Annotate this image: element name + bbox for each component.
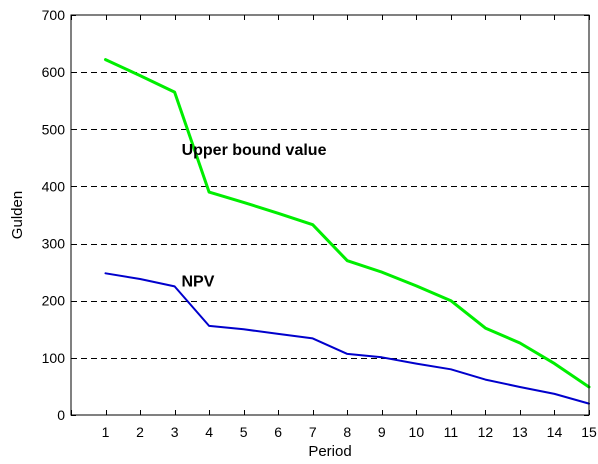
x-tick-label: 11 xyxy=(444,424,459,440)
plot-frame xyxy=(70,14,590,416)
x-tick-label: 12 xyxy=(478,424,494,440)
x-tick-label: 4 xyxy=(205,424,213,440)
series-line-upper-bound-value xyxy=(104,58,591,389)
series-lines xyxy=(104,58,591,405)
y-axis-ticks: 0 100 200 300 400 500 600 700 xyxy=(42,7,589,423)
x-tick-label: 9 xyxy=(378,424,386,440)
x-axis-ticks: 1 2 3 4 5 6 7 8 9 10 11 12 13 14 15 xyxy=(71,15,597,440)
series-annotations: Upper bound value NPV xyxy=(182,142,327,290)
series-annotation-npv: NPV xyxy=(182,273,215,290)
grid-lines xyxy=(71,72,589,359)
x-tick-label: 13 xyxy=(512,424,528,440)
y-tick-label: 600 xyxy=(42,64,66,80)
y-tick-label: 500 xyxy=(42,121,66,137)
x-tick-label: 5 xyxy=(240,424,248,440)
x-tick-label: 8 xyxy=(343,424,351,440)
x-tick-label: 14 xyxy=(547,424,563,440)
y-tick-label: 700 xyxy=(42,7,66,23)
x-tick-label: 7 xyxy=(309,424,317,440)
y-tick-label: 300 xyxy=(42,236,66,252)
x-tick-label: 15 xyxy=(581,424,597,440)
x-tick-label: 2 xyxy=(136,424,144,440)
y-tick-label: 100 xyxy=(42,350,66,366)
x-tick-label: 6 xyxy=(274,424,282,440)
series-line-npv xyxy=(104,272,590,405)
x-axis-label: Period xyxy=(308,443,351,460)
y-tick-label: 400 xyxy=(42,178,66,194)
x-tick-label: 3 xyxy=(171,424,179,440)
x-tick-label: 10 xyxy=(409,424,425,440)
plot-area-background xyxy=(71,15,589,415)
x-tick-label: 1 xyxy=(102,424,110,440)
y-tick-label: 200 xyxy=(42,293,66,309)
series-annotation-upper-bound-value: Upper bound value xyxy=(182,142,327,159)
y-axis-label: Gulden xyxy=(9,191,26,239)
y-tick-label: 0 xyxy=(57,407,65,423)
